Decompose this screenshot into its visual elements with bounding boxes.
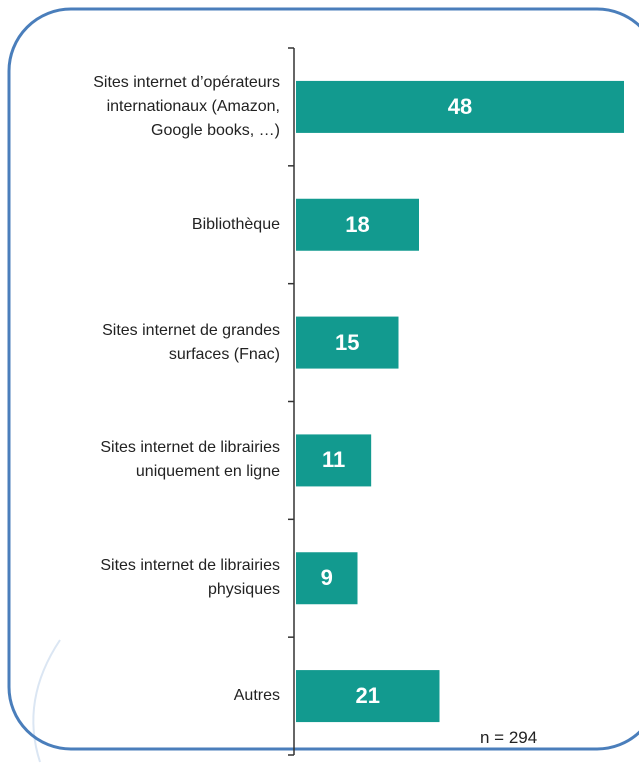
frame <box>7 7 639 751</box>
value-label: 18 <box>345 211 370 237</box>
value-label: 9 <box>320 565 333 591</box>
bar <box>296 434 372 487</box>
value-label: 15 <box>335 329 360 355</box>
decoration <box>32 639 61 763</box>
bar <box>296 316 399 369</box>
sample-size: n = 294 <box>480 728 538 747</box>
category-label: Bibliothèque <box>191 215 280 233</box>
category-label: Sites internet de librairies physiques <box>100 557 280 599</box>
value-label: 21 <box>355 683 380 709</box>
category-label: Sites internet de grandes surfaces (Fnac… <box>102 321 280 363</box>
value-label: 11 <box>321 447 346 473</box>
bar <box>296 198 419 251</box>
bar <box>296 670 440 723</box>
bar <box>296 80 624 133</box>
bar <box>296 552 358 605</box>
value-label: 48 <box>447 93 473 119</box>
category-label: Autres <box>233 687 280 705</box>
category-label: Sites internet d’opérateurs internationa… <box>93 73 280 139</box>
category-label: Sites internet de librairies uniquement … <box>100 439 280 481</box>
